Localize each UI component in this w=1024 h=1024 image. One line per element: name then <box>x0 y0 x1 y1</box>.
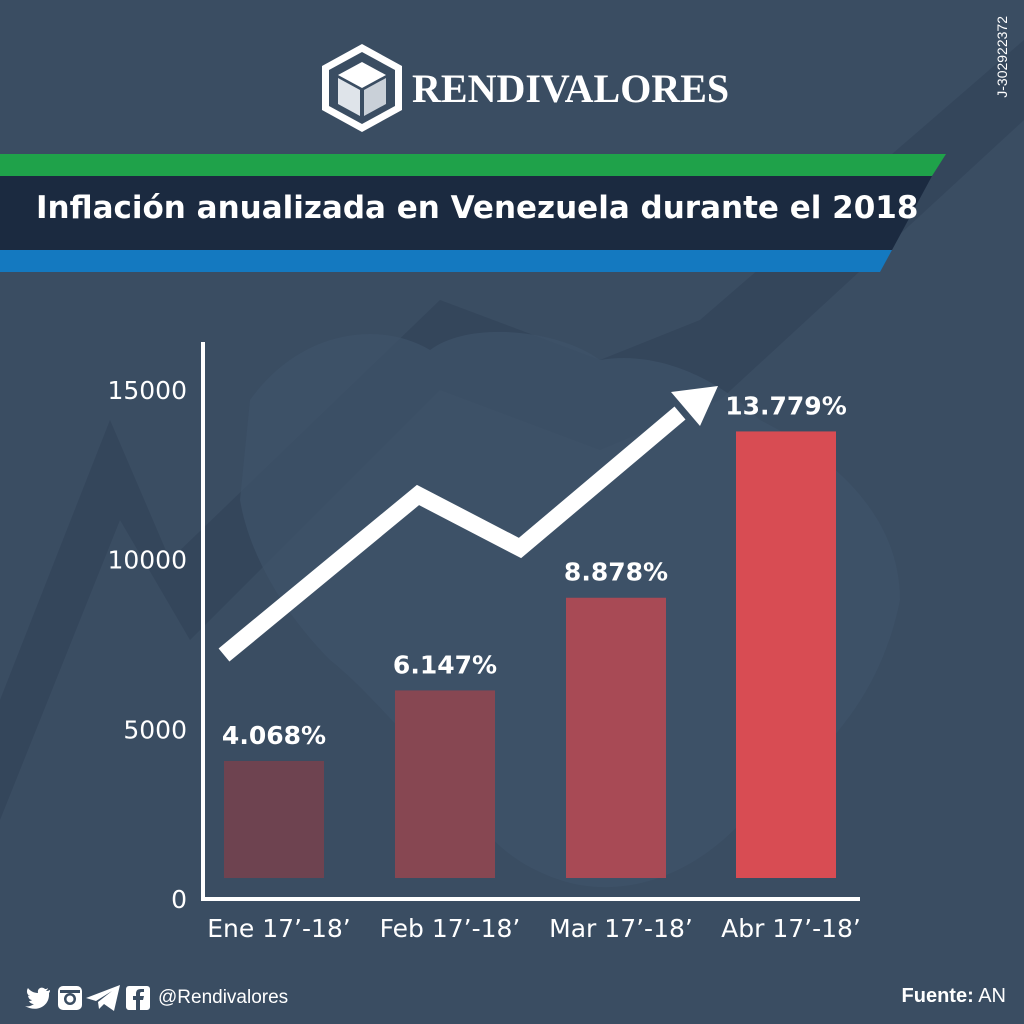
bar-4 <box>736 431 836 878</box>
source-label: Fuente: <box>901 985 974 1007</box>
y-tick-label-1: 0 <box>171 885 187 914</box>
title-banner <box>0 154 946 272</box>
category-label-4: Abr 17’-18’ <box>721 914 861 943</box>
y-tick-label-3: 10000 <box>107 546 187 575</box>
category-label-2: Feb 17’-18’ <box>380 914 521 943</box>
bar-1 <box>224 760 324 878</box>
twitter-icon[interactable] <box>25 987 50 1009</box>
brand-name: RENDIVALORES <box>412 65 730 111</box>
brand-logo: RENDIVALORES <box>320 42 729 134</box>
bar-3 <box>566 597 666 878</box>
cube-logo-icon <box>322 44 402 132</box>
trend-arrow <box>218 386 718 662</box>
footer-social: @Rendivalores <box>22 982 288 1014</box>
social-icons <box>25 985 150 1011</box>
y-tick-label-2: 5000 <box>123 715 187 744</box>
data-label-2: 6.147% <box>393 650 497 679</box>
category-label-3: Mar 17’-18’ <box>549 914 693 943</box>
data-label-1: 4.068% <box>222 721 326 750</box>
facebook-icon[interactable] <box>126 986 150 1010</box>
data-label-3: 8.878% <box>564 558 668 587</box>
banner-green-stripe <box>0 154 946 176</box>
source-note: Fuente: AN <box>902 985 1006 1008</box>
source-value: AN <box>978 985 1006 1007</box>
social-handle: @Rendivalores <box>158 987 289 1008</box>
y-tick-label-4: 15000 <box>107 376 187 405</box>
data-label-4: 13.779% <box>725 391 847 420</box>
telegram-icon[interactable] <box>86 985 120 1011</box>
category-label-1: Ene 17’-18’ <box>207 914 351 943</box>
chart-title: Inflación anualizada en Venezuela durant… <box>36 190 919 226</box>
instagram-icon[interactable] <box>58 986 82 1010</box>
banner-blue-stripe <box>0 250 892 272</box>
banner-band <box>0 176 932 250</box>
bar-2 <box>395 690 495 878</box>
